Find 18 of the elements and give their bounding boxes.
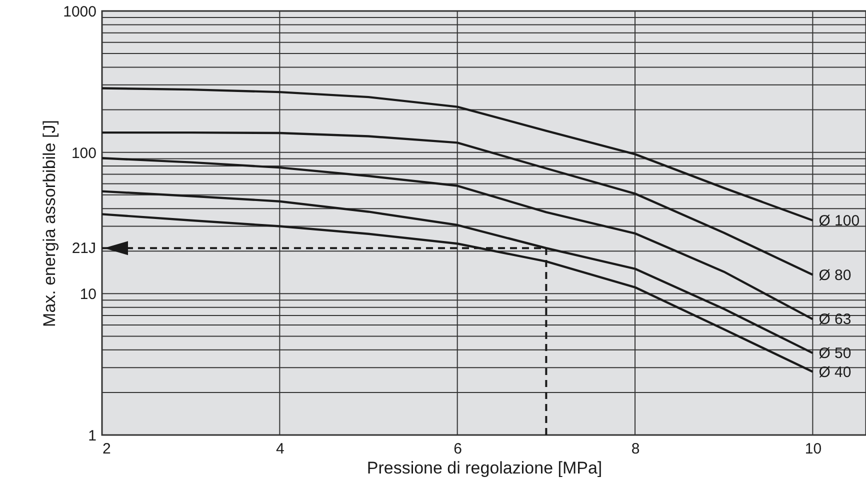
series-label: Ø 40	[818, 364, 852, 381]
series-label: Ø 100	[818, 212, 860, 230]
x-tick-label: 10	[804, 440, 822, 458]
x-axis-title: Pressione di regolazione [MPa]	[366, 458, 602, 478]
y-axis-title: Max. energia assorbibile [J]	[40, 120, 60, 327]
series-label: Ø 80	[818, 266, 852, 284]
x-tick-label: 8	[631, 440, 640, 458]
series-label: Ø 50	[818, 345, 852, 362]
y-tick-label: 1000	[63, 4, 96, 20]
series-label: Ø 63	[818, 311, 852, 328]
x-tick-label: 2	[102, 440, 111, 458]
x-tick-label: 6	[454, 440, 462, 458]
line-series	[100, 87, 814, 222]
y-tick-label: 100	[71, 144, 96, 162]
y-tick-label: 10	[80, 286, 96, 304]
y-tick-label: 1	[88, 428, 96, 444]
x-tick-label: 4	[276, 440, 284, 458]
ref-line-label: 21J	[72, 240, 96, 258]
